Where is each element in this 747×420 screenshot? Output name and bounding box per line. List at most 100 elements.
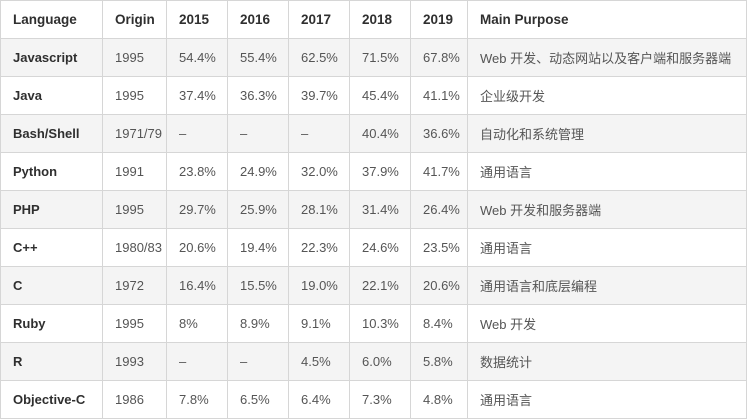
table-cell: 20.6% — [166, 228, 228, 267]
table-cell: 1980/83 — [102, 228, 167, 267]
table-cell: – — [227, 342, 289, 381]
table-row: C++ 1980/83 20.6% 19.4% 22.3% 24.6% 23.5% 通用语言 — [0, 228, 747, 267]
table-cell: – — [288, 114, 350, 153]
table-cell: 32.0% — [288, 152, 350, 191]
language-cell: Javascript — [0, 38, 103, 77]
table-cell: 1972 — [102, 266, 167, 305]
table-body: Javascript 1995 54.4% 55.4% 62.5% 71.5% 67.8% W… — [0, 38, 747, 419]
table-cell: 8% — [166, 304, 228, 343]
language-cell: Objective-C — [0, 380, 103, 419]
table-cell: 1991 — [102, 152, 167, 191]
table-row: Bash/Shell 1971/79– – –40.4% 36.6% 自动化和系统管理 — [0, 114, 747, 153]
table-cell: Web 开发 — [467, 304, 747, 343]
table-cell: 22.3% — [288, 228, 350, 267]
table-cell: 6.0% — [349, 342, 411, 381]
table-cell: 23.8% — [166, 152, 228, 191]
column-header-main-purpose: Main Purpose — [467, 0, 747, 39]
table-cell: 62.5% — [288, 38, 350, 77]
table-cell: 1971/79 — [102, 114, 167, 153]
column-header-2019: 2019 — [410, 0, 468, 39]
table-cell: 22.1% — [349, 266, 411, 305]
table-cell: 通用语言和底层编程 — [467, 266, 747, 305]
table-cell: 1995 — [102, 190, 167, 229]
language-cell: C — [0, 266, 103, 305]
table-cell: 16.4% — [166, 266, 228, 305]
table-cell: 通用语言 — [467, 152, 747, 191]
table-cell: 54.4% — [166, 38, 228, 77]
table-cell: 39.7% — [288, 76, 350, 115]
table-cell: 1986 — [102, 380, 167, 419]
table-cell: 24.9% — [227, 152, 289, 191]
table-cell: Web 开发、动态网站以及客户端和服务器端 — [467, 38, 747, 77]
table-cell: 31.4% — [349, 190, 411, 229]
table-cell: 15.5% — [227, 266, 289, 305]
table-row: Objective-C 1986 7.8% 6.5% 6.4% 7.3% 4.8% 通用语言 — [0, 380, 747, 419]
table-cell: 36.6% — [410, 114, 468, 153]
table-cell: 26.4% — [410, 190, 468, 229]
table-cell: 36.3% — [227, 76, 289, 115]
table-cell: 37.4% — [166, 76, 228, 115]
table-cell: 41.7% — [410, 152, 468, 191]
table-cell: 24.6% — [349, 228, 411, 267]
table-row: C 1972 16.4% 15.5% 19.0% 22.1% 20.6% 通用语言和底层编程 — [0, 266, 747, 305]
language-cell: C++ — [0, 228, 103, 267]
table-cell: 8.9% — [227, 304, 289, 343]
table-cell: 19.4% — [227, 228, 289, 267]
language-cell: Python — [0, 152, 103, 191]
table-cell: 6.5% — [227, 380, 289, 419]
table-cell: 20.6% — [410, 266, 468, 305]
table-cell: 8.4% — [410, 304, 468, 343]
table-cell: 45.4% — [349, 76, 411, 115]
table-row: Ruby 1995 8% 8.9% 9.1% 10.3% 8.4% Web 开发 — [0, 304, 747, 343]
table-cell: 9.1% — [288, 304, 350, 343]
table-cell: – — [166, 342, 228, 381]
table-row: Java 1995 37.4% 36.3% 39.7% 45.4% 41.1% 企业级开发 — [0, 76, 747, 115]
table-cell: 28.1% — [288, 190, 350, 229]
table-row: Python 1991 23.8% 24.9% 32.0% 37.9% 41.7% 通用语言 — [0, 152, 747, 191]
table-cell: – — [227, 114, 289, 153]
table-cell: 6.4% — [288, 380, 350, 419]
table-cell: 7.8% — [166, 380, 228, 419]
table-row: R 1993– –4.5% 6.0% 5.8% 数据统计 — [0, 342, 747, 381]
column-header-2015: 2015 — [166, 0, 228, 39]
table-header: Language Origin 2015 2016 2017 2018 2019 Main P… — [0, 0, 747, 39]
table-cell: 19.0% — [288, 266, 350, 305]
table-cell: 29.7% — [166, 190, 228, 229]
table-cell: 40.4% — [349, 114, 411, 153]
table-cell: 4.5% — [288, 342, 350, 381]
table-cell: 1993 — [102, 342, 167, 381]
table-cell: 1995 — [102, 304, 167, 343]
language-cell: R — [0, 342, 103, 381]
table-cell: – — [166, 114, 228, 153]
column-header-language: Language — [0, 0, 103, 39]
header-row: Language Origin 2015 2016 2017 2018 2019 Main P… — [0, 0, 747, 39]
table-cell: 23.5% — [410, 228, 468, 267]
table-cell: 25.9% — [227, 190, 289, 229]
table-cell: 5.8% — [410, 342, 468, 381]
language-cell: PHP — [0, 190, 103, 229]
table-cell: 企业级开发 — [467, 76, 747, 115]
language-cell: Bash/Shell — [0, 114, 103, 153]
table-cell: 10.3% — [349, 304, 411, 343]
table-cell: 1995 — [102, 38, 167, 77]
table-cell: 37.9% — [349, 152, 411, 191]
table-cell: 41.1% — [410, 76, 468, 115]
table-cell: 自动化和系统管理 — [467, 114, 747, 153]
table-cell: 1995 — [102, 76, 167, 115]
column-header-2016: 2016 — [227, 0, 289, 39]
column-header-2017: 2017 — [288, 0, 350, 39]
table-cell: 7.3% — [349, 380, 411, 419]
table-row: Javascript 1995 54.4% 55.4% 62.5% 71.5% 67.8% W… — [0, 38, 747, 77]
table-cell: 71.5% — [349, 38, 411, 77]
column-header-2018: 2018 — [349, 0, 411, 39]
table-cell: 通用语言 — [467, 228, 747, 267]
table-cell: 4.8% — [410, 380, 468, 419]
language-cell: Ruby — [0, 304, 103, 343]
table-cell: Web 开发和服务器端 — [467, 190, 747, 229]
table-cell: 67.8% — [410, 38, 468, 77]
table-cell: 数据统计 — [467, 342, 747, 381]
table-cell: 通用语言 — [467, 380, 747, 419]
table-row: PHP 1995 29.7% 25.9% 28.1% 31.4% 26.4% Web 开发和服… — [0, 190, 747, 229]
table-cell: 55.4% — [227, 38, 289, 77]
